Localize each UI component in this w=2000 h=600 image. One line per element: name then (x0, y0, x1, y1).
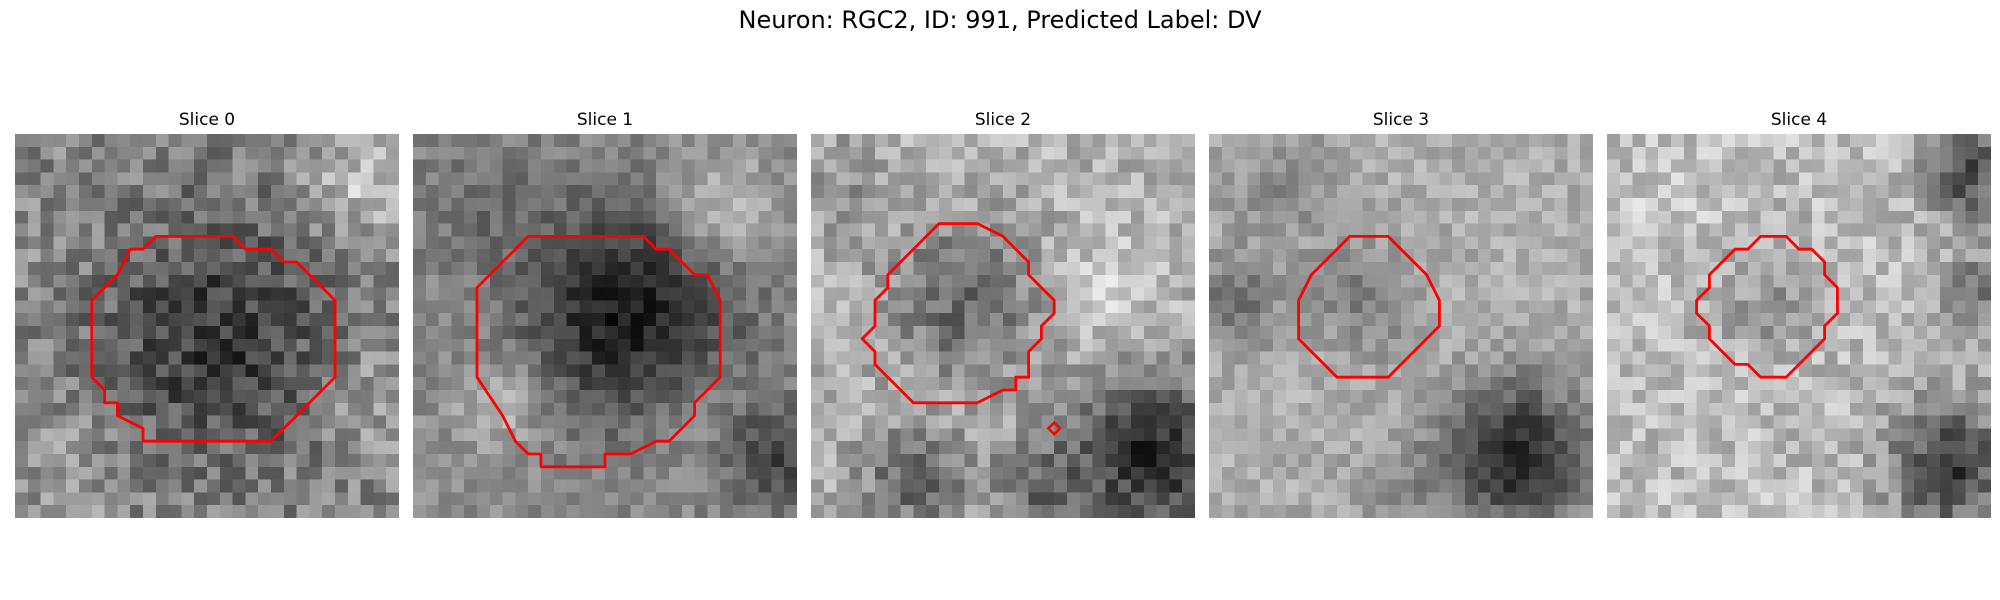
roi-contour (90, 234, 337, 443)
slice-title-4: Slice 4 (1770, 110, 1828, 130)
slice-title-3: Slice 3 (1372, 110, 1430, 130)
slice-title-1: Slice 1 (576, 110, 634, 130)
slice-image-3 (1209, 134, 1593, 518)
slice-panel-4: Slice 4 (1607, 0, 1991, 600)
slice-image-1 (413, 134, 797, 518)
roi-contour-fragment (1046, 420, 1062, 436)
roi-contour (1695, 234, 1839, 379)
slice-panel-3: Slice 3 (1209, 0, 1593, 600)
slice-image-4 (1607, 134, 1991, 518)
slice-image-0 (15, 134, 399, 518)
slice-title-2: Slice 2 (974, 110, 1032, 130)
roi-contour (860, 222, 1056, 405)
slice-panel-2: Slice 2 (811, 0, 1195, 600)
roi-contour (475, 234, 722, 469)
roi-contour (1297, 234, 1441, 379)
slice-panel-0: Slice 0 (15, 0, 399, 600)
slice-panel-1: Slice 1 (413, 0, 797, 600)
figure-title: Neuron: RGC2, ID: 991, Predicted Label: … (738, 6, 1262, 34)
slice-title-0: Slice 0 (178, 110, 236, 130)
slice-image-2 (811, 134, 1195, 518)
